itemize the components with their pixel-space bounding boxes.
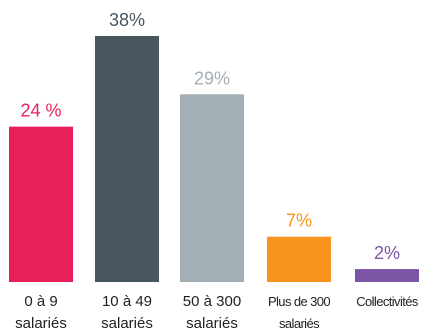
- x-tick-label-4-line-1: Plus de 300: [268, 294, 330, 309]
- bar-value-label-3: 29%: [194, 68, 230, 88]
- bar-3: [180, 94, 244, 283]
- value-labels-group: 24 % 38% 29% 7% 2%: [20, 10, 400, 263]
- bar-value-label-5: 2%: [374, 243, 400, 263]
- bars-group: [9, 36, 419, 283]
- x-tick-label-1-line-1: 0 à 9: [24, 293, 57, 310]
- x-tick-label-2-line-1: 10 à 49: [102, 293, 152, 310]
- bar-5: [355, 269, 419, 282]
- bar-2: [95, 36, 159, 282]
- x-tick-label-1-line-2: salariés: [15, 315, 67, 332]
- bar-1: [9, 126, 73, 282]
- x-tick-label-5-line-1: Collectivités: [356, 294, 419, 309]
- bar-value-label-2: 38%: [109, 10, 145, 30]
- x-tick-label-3-line-1: 50 à 300: [183, 293, 241, 310]
- x-tick-label-4-line-2: salariés: [279, 316, 320, 331]
- bar-4: [267, 236, 331, 282]
- x-tick-label-3-line-2: salariés: [186, 315, 238, 332]
- x-tick-labels-group: 0 à 9 salariés 10 à 49 salariés 50 à 300 sala…: [15, 293, 419, 332]
- x-tick-label-2-line-2: salariés: [101, 315, 153, 332]
- bar-value-label-4: 7%: [286, 211, 312, 231]
- bar-value-label-1: 24 %: [20, 101, 61, 121]
